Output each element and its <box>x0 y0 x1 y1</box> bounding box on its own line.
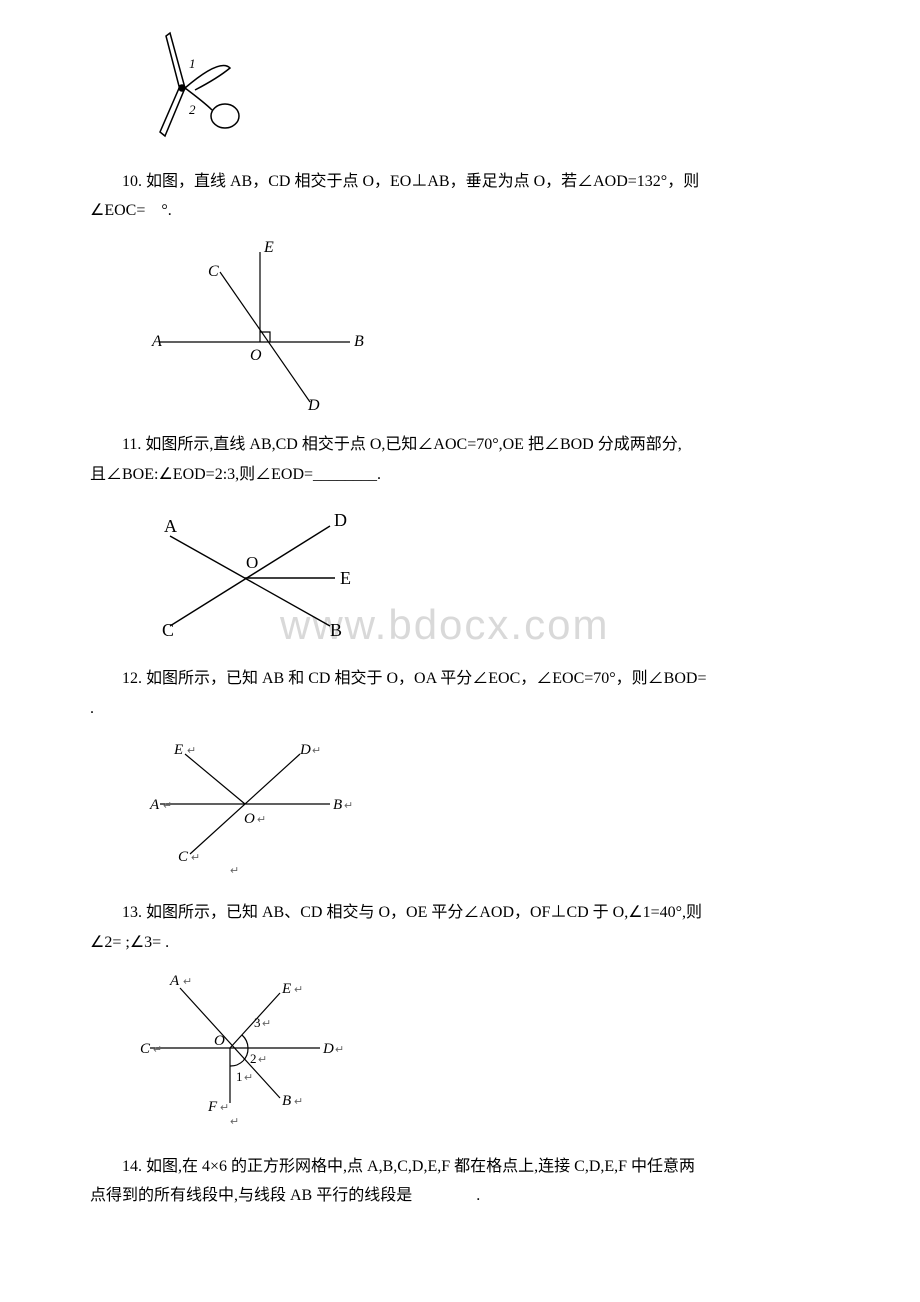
label-B: B <box>330 620 342 640</box>
label-D: D <box>322 1041 334 1057</box>
label-2: 2 <box>250 1051 257 1066</box>
ret-C: ↵ <box>153 1044 162 1056</box>
figure-q10: A B C D E O <box>130 232 830 421</box>
ret-F: ↵ <box>220 1102 229 1114</box>
q12-text-a: 12. 如图所示，已知 AB 和 CD 相交于 O，OA 平分∠EOC，∠EOC… <box>90 666 830 692</box>
figure-q11: A B C D E O www.bdocx.com <box>130 496 830 655</box>
ret-E: ↵ <box>294 984 303 996</box>
figure-scissors: 1 2 <box>130 28 830 157</box>
q10-text-a: 10. 如图，直线 AB，CD 相交于点 O，EO⊥AB，垂足为点 O，若∠AO… <box>90 169 830 195</box>
label-B: B <box>333 797 342 813</box>
q13-text-a: 13. 如图所示，已知 AB、CD 相交与 O，OE 平分∠AOD，OF⊥CD … <box>90 900 830 926</box>
label-1: 1 <box>236 1069 243 1084</box>
ret-1: ↵ <box>244 1072 253 1084</box>
label-D: D <box>307 397 320 412</box>
ret-B: ↵ <box>294 1096 303 1108</box>
label-A: A <box>151 333 162 350</box>
ret-O: ↵ <box>257 814 266 826</box>
label-A: A <box>164 516 177 536</box>
label-C: C <box>178 849 189 865</box>
ret-2: ↵ <box>258 1054 267 1066</box>
ret-A: ↵ <box>163 800 172 812</box>
label-D: D <box>334 510 347 530</box>
ret-D: ↵ <box>335 1044 344 1056</box>
label-E: E <box>281 981 291 997</box>
label-A: A <box>169 973 180 989</box>
label-F: F <box>207 1099 218 1115</box>
ret-3: ↵ <box>262 1018 271 1030</box>
ret-A: ↵ <box>183 976 192 988</box>
q11-text-b: 且∠BOE:∠EOD=2:3,则∠EOD=________. <box>90 462 830 488</box>
q13-text-b: ∠2= ;∠3= . <box>90 930 830 956</box>
figure-q12: A B C D E O ↵ ↵ ↵ ↵ ↵ ↵ ↵ <box>130 729 830 888</box>
label-C: C <box>162 620 174 640</box>
label-2: 2 <box>189 102 196 117</box>
q14-text-a: 14. 如图,在 4×6 的正方形网格中,点 A,B,C,D,E,F 都在格点上… <box>90 1154 830 1180</box>
label-O: O <box>250 347 262 364</box>
label-C: C <box>140 1041 151 1057</box>
label-B: B <box>354 333 364 350</box>
label-O: O <box>244 811 255 827</box>
q11-text-a: 11. 如图所示,直线 AB,CD 相交于点 O,已知∠AOC=70°,OE 把… <box>90 432 830 458</box>
ret-end: ↵ <box>230 1116 239 1128</box>
ret-C: ↵ <box>191 852 200 864</box>
label-E: E <box>263 239 274 256</box>
q10-text-b: ∠EOC= °. <box>90 198 830 224</box>
ret-end: ↵ <box>230 865 239 877</box>
label-B: B <box>282 1093 291 1109</box>
ret-B: ↵ <box>344 800 353 812</box>
q14-text-b: 点得到的所有线段中,与线段 AB 平行的线段是 . <box>90 1183 830 1209</box>
label-3: 3 <box>254 1015 261 1030</box>
q12-text-b: . <box>90 696 830 722</box>
label-E: E <box>173 742 183 758</box>
label-D: D <box>299 742 311 758</box>
label-1: 1 <box>189 56 196 71</box>
ret-D: ↵ <box>312 745 321 757</box>
label-O: O <box>246 553 258 572</box>
label-E: E <box>340 568 351 588</box>
label-C: C <box>208 263 219 280</box>
label-O: O <box>214 1033 225 1049</box>
figure-q13: A B C D E F O 3 2 1 ↵ ↵ ↵ ↵ ↵ ↵ ↵ ↵ <box>130 963 830 1142</box>
label-A: A <box>149 797 160 813</box>
ret-E: ↵ <box>187 745 196 757</box>
